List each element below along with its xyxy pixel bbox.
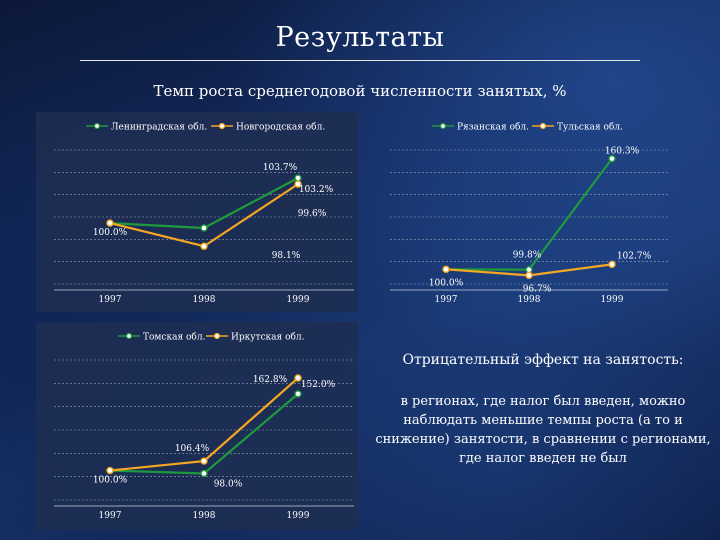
data-label: 103.7%	[263, 163, 298, 173]
chart-leningrad-novgorod: 1997 1998 1999 Ленинградская обл. Новгородск…	[36, 112, 358, 312]
legend-marker	[125, 332, 133, 340]
data-point	[294, 390, 302, 398]
legend-marker	[93, 122, 101, 130]
legend-marker	[213, 332, 221, 340]
data-point	[608, 154, 616, 163]
chart-panel	[36, 112, 358, 312]
data-label: 100.0%	[93, 228, 128, 238]
data-label: 98.1%	[272, 251, 301, 261]
data-point	[294, 174, 302, 182]
data-label: 100.0%	[93, 476, 128, 486]
chart-ryazan-tula: 1997 1998 1999 Рязанская обл. Тульская обл. 1…	[372, 112, 672, 312]
note-body: в регионах, где налог был введен, можно …	[375, 394, 711, 466]
legend-marker	[539, 122, 547, 130]
data-label: 100.0%	[429, 278, 464, 288]
data-point	[200, 457, 208, 465]
data-label: 99.8%	[513, 251, 542, 261]
data-point	[106, 466, 114, 475]
data-point	[608, 260, 616, 269]
legend-entry: Ленинградская обл.	[111, 122, 207, 133]
data-point	[200, 469, 208, 478]
legend-entry: Тульская обл.	[557, 122, 623, 133]
data-point	[200, 242, 208, 250]
x-tick-label: 1997	[99, 295, 122, 305]
data-point	[200, 224, 208, 232]
legend-entry: Рязанская обл.	[457, 122, 529, 133]
slide-subtitle: Темп роста среднегодовой численности зан…	[153, 82, 567, 100]
x-tick-label: 1999	[287, 511, 310, 521]
x-tick-label: 1998	[193, 511, 216, 521]
chart-panel	[36, 322, 358, 530]
data-label: 160.3%	[605, 147, 640, 157]
x-tick-label: 1998	[193, 295, 216, 305]
legend-entry: Новгородская обл.	[236, 122, 325, 133]
x-tick-label: 1997	[99, 511, 122, 521]
data-label: 162.8%	[253, 375, 288, 385]
data-label: 103.2%	[299, 185, 334, 195]
x-tick-label: 1998	[518, 295, 541, 305]
x-tick-label: 1997	[435, 295, 458, 305]
legend-marker	[439, 122, 447, 130]
data-label: 102.7%	[617, 251, 652, 261]
data-point	[106, 219, 114, 227]
legend-entry: Томская обл.	[143, 332, 206, 343]
data-point	[294, 374, 302, 382]
slide-title: Результаты	[275, 22, 445, 53]
data-label: 96.7%	[523, 284, 552, 294]
legend-marker	[218, 122, 226, 130]
data-label: 98.0%	[214, 479, 243, 489]
data-label: 152.0%	[301, 380, 336, 390]
data-point	[294, 180, 302, 188]
chart-leningrad-novgorod-svg: 1997 1998 1999 Ленинградская обл. Новгородск…	[36, 112, 358, 312]
data-label: 99.6%	[298, 209, 327, 219]
chart-tomsk-irkutsk: 1997 1998 1999 Томская обл. Иркутская обл. 10…	[36, 322, 358, 530]
x-tick-label: 1999	[601, 295, 624, 305]
data-point	[442, 265, 450, 274]
legend-entry: Иркутская обл.	[231, 332, 305, 343]
chart-tomsk-irkutsk-svg: 1997 1998 1999 Томская обл. Иркутская обл. 10…	[36, 322, 358, 530]
data-point	[525, 271, 533, 280]
x-tick-label: 1999	[287, 295, 310, 305]
note-heading: Отрицательный эффект на занятость:	[402, 352, 684, 368]
title-divider	[80, 60, 640, 61]
data-label: 106.4%	[175, 444, 210, 454]
chart-ryazan-tula-svg: 1997 1998 1999 Рязанская обл. Тульская обл. 1…	[390, 122, 668, 305]
